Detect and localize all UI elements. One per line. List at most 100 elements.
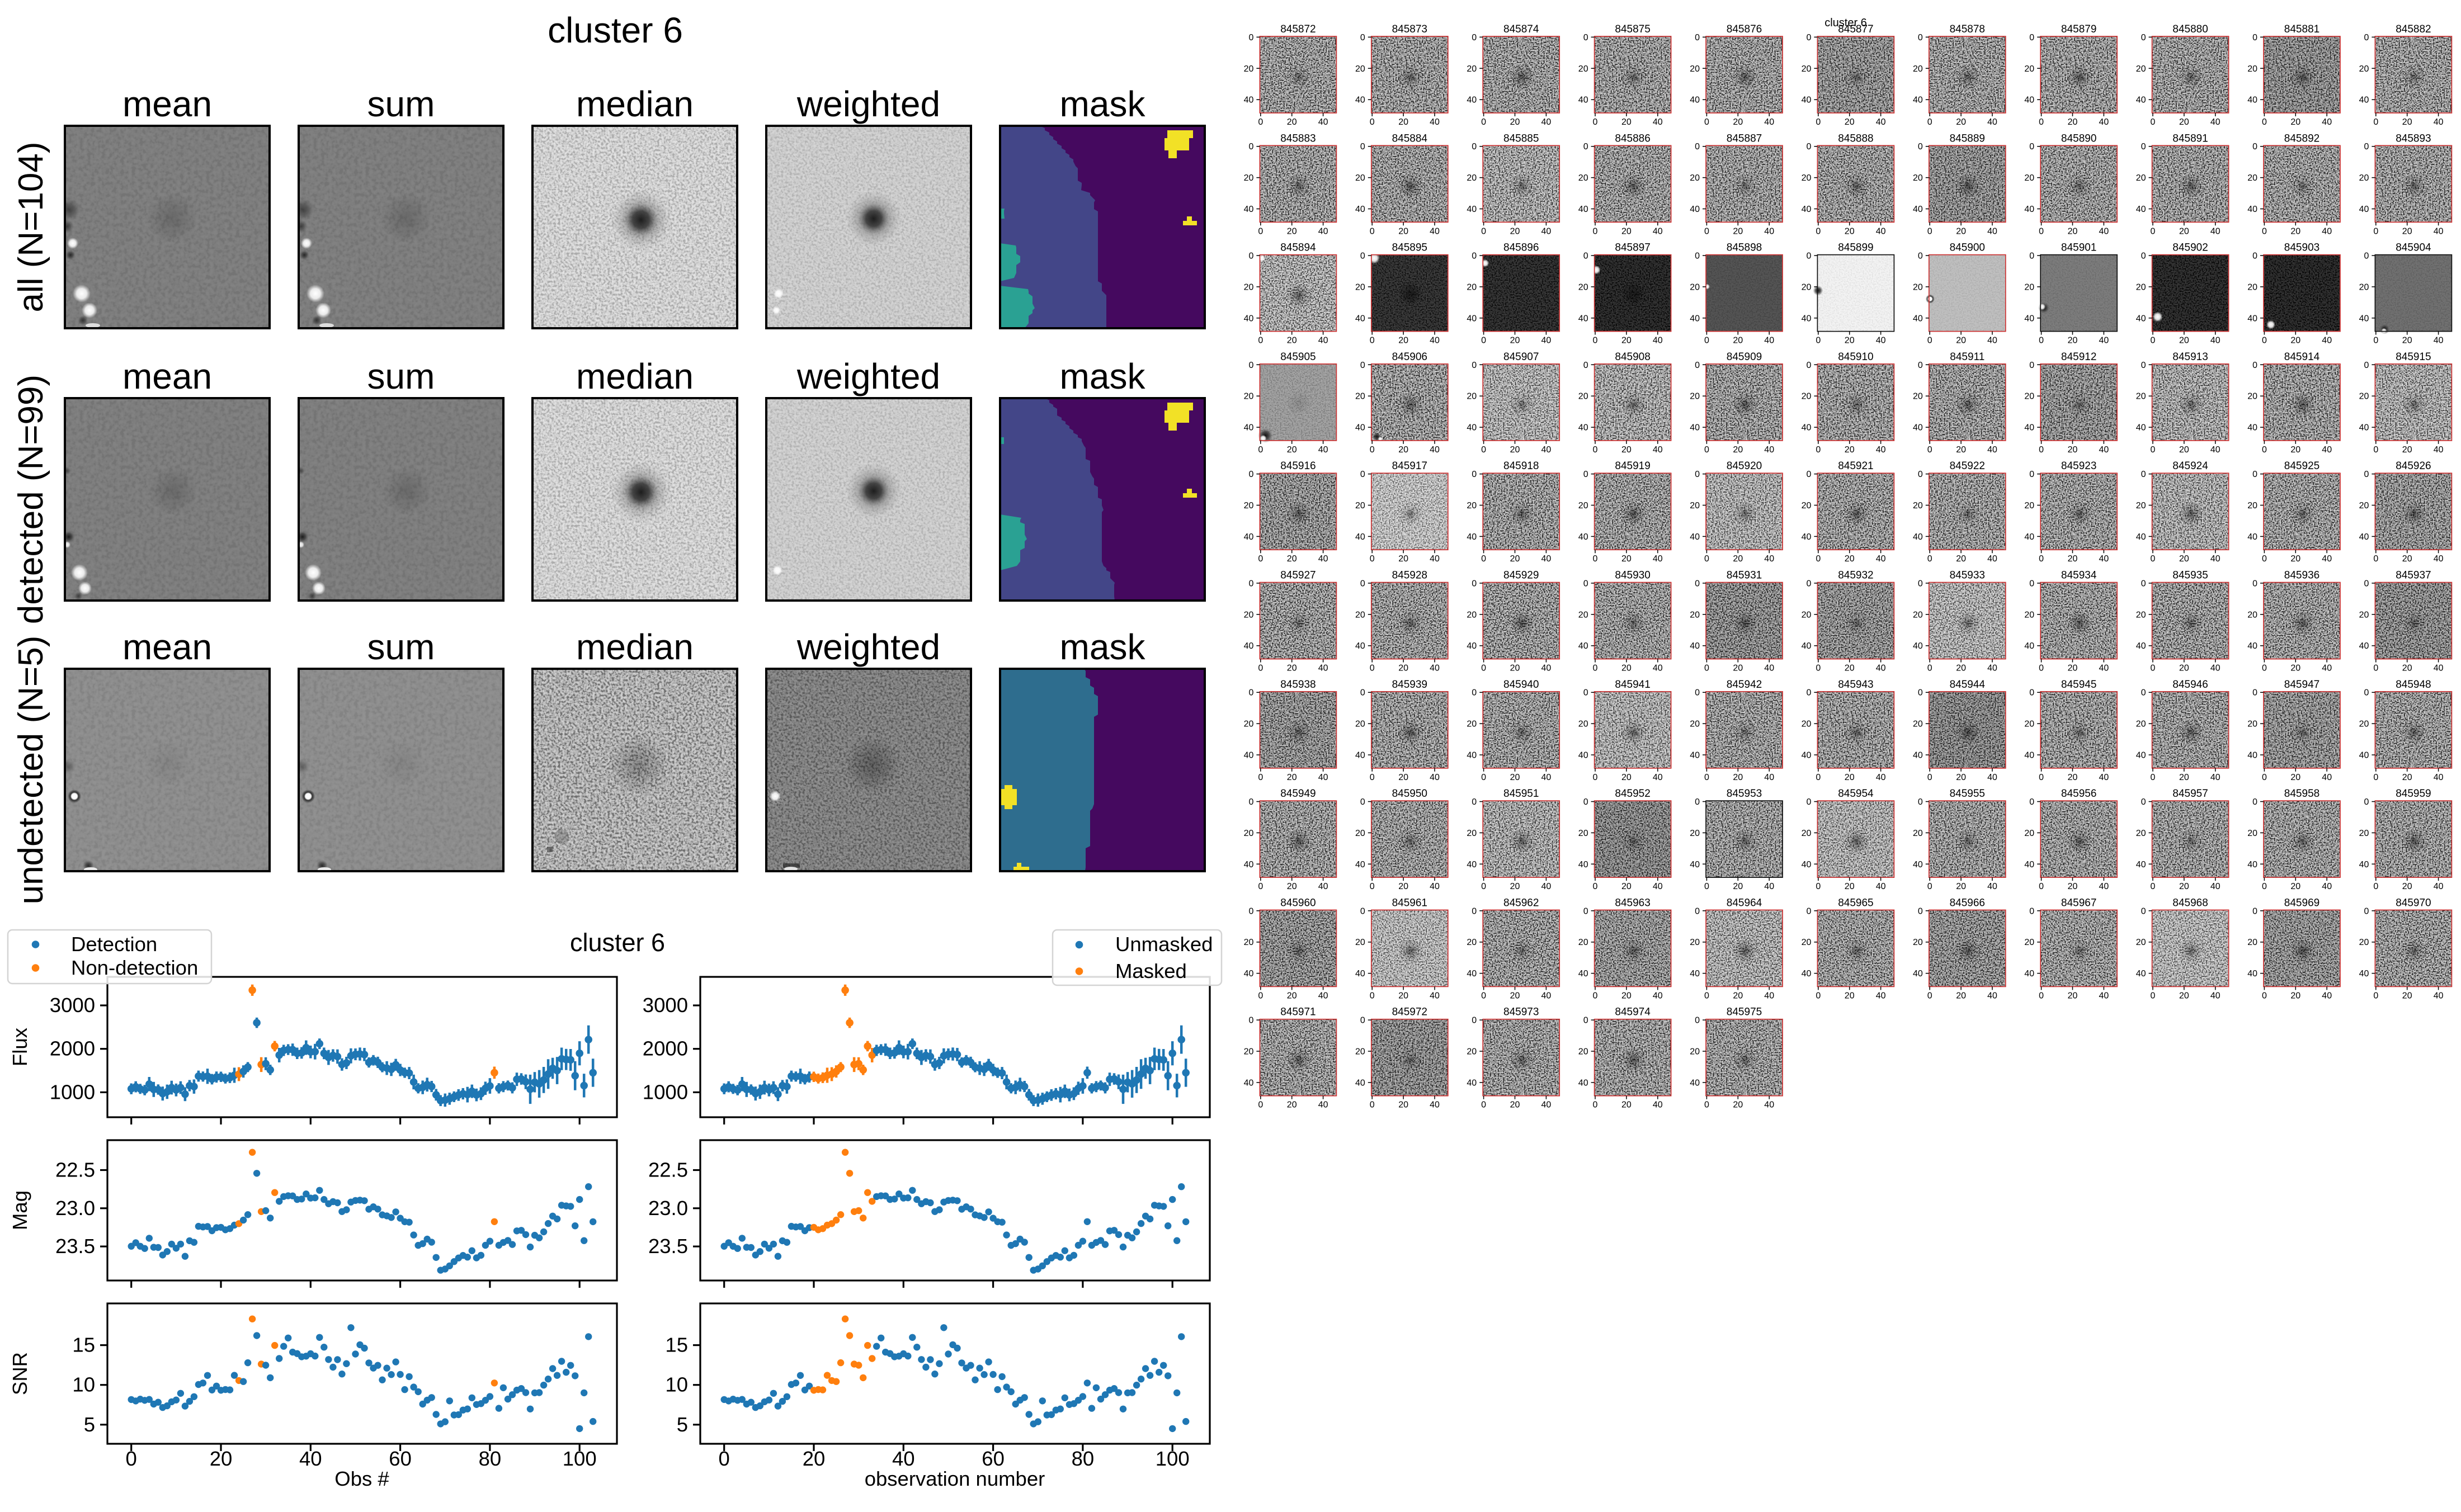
svg-text:2000: 2000 xyxy=(50,1037,95,1060)
svg-text:Obs #: Obs # xyxy=(334,1467,389,1490)
svg-text:845892: 845892 xyxy=(2284,133,2319,144)
svg-text:845930: 845930 xyxy=(1615,570,1650,582)
svg-text:845960: 845960 xyxy=(1280,897,1316,909)
svg-text:845974: 845974 xyxy=(1615,1007,1651,1018)
svg-text:845938: 845938 xyxy=(1280,679,1316,691)
svg-text:median: median xyxy=(576,84,694,124)
svg-text:60: 60 xyxy=(389,1447,412,1470)
svg-text:Masked: Masked xyxy=(1115,960,1187,982)
svg-text:845933: 845933 xyxy=(1950,570,1985,582)
svg-text:845940: 845940 xyxy=(1503,679,1539,691)
svg-text:845944: 845944 xyxy=(1950,679,1986,691)
svg-text:845908: 845908 xyxy=(1615,351,1650,363)
svg-text:cluster 6: cluster 6 xyxy=(1824,17,1867,29)
svg-text:845947: 845947 xyxy=(2284,679,2319,691)
svg-text:845937: 845937 xyxy=(2396,570,2431,582)
svg-text:845902: 845902 xyxy=(2172,242,2208,254)
svg-text:845922: 845922 xyxy=(1950,460,1985,472)
svg-text:845955: 845955 xyxy=(1950,788,1985,800)
svg-text:845941: 845941 xyxy=(1615,679,1650,691)
svg-text:845881: 845881 xyxy=(2284,23,2319,35)
svg-text:845877: 845877 xyxy=(1838,23,1873,35)
svg-text:845910: 845910 xyxy=(1838,351,1873,363)
svg-text:detected (N=99): detected (N=99) xyxy=(12,375,50,624)
svg-text:845935: 845935 xyxy=(2172,570,2208,582)
svg-text:845959: 845959 xyxy=(2396,788,2431,800)
svg-text:845880: 845880 xyxy=(2172,23,2208,35)
svg-text:845966: 845966 xyxy=(1950,897,1985,909)
svg-text:845954: 845954 xyxy=(1838,788,1874,800)
svg-text:845886: 845886 xyxy=(1615,133,1650,144)
svg-text:845952: 845952 xyxy=(1615,788,1650,800)
svg-text:845893: 845893 xyxy=(2396,133,2431,144)
svg-text:cluster 6: cluster 6 xyxy=(548,10,683,50)
svg-text:845874: 845874 xyxy=(1503,23,1539,35)
svg-text:845953: 845953 xyxy=(1727,788,1762,800)
svg-text:845905: 845905 xyxy=(1280,351,1316,363)
svg-text:22.5: 22.5 xyxy=(648,1159,688,1182)
svg-text:845876: 845876 xyxy=(1727,23,1762,35)
svg-text:845964: 845964 xyxy=(1727,897,1762,909)
svg-text:1000: 1000 xyxy=(643,1080,688,1103)
svg-text:845971: 845971 xyxy=(1280,1007,1316,1018)
svg-text:845932: 845932 xyxy=(1838,570,1873,582)
svg-text:845895: 845895 xyxy=(1392,242,1427,254)
svg-text:845872: 845872 xyxy=(1280,23,1316,35)
svg-text:845917: 845917 xyxy=(1392,460,1427,472)
svg-text:845897: 845897 xyxy=(1615,242,1650,254)
svg-text:sum: sum xyxy=(367,84,435,124)
svg-text:sum: sum xyxy=(367,356,435,396)
svg-text:15: 15 xyxy=(665,1334,688,1357)
svg-text:sum: sum xyxy=(367,627,435,667)
svg-text:845901: 845901 xyxy=(2061,242,2096,254)
svg-text:845909: 845909 xyxy=(1727,351,1762,363)
svg-text:845942: 845942 xyxy=(1727,679,1762,691)
svg-text:5: 5 xyxy=(84,1413,95,1436)
svg-text:2000: 2000 xyxy=(643,1037,688,1060)
svg-text:845929: 845929 xyxy=(1503,570,1539,582)
svg-text:845958: 845958 xyxy=(2284,788,2319,800)
svg-text:845967: 845967 xyxy=(2061,897,2096,909)
svg-text:845946: 845946 xyxy=(2172,679,2208,691)
svg-text:845903: 845903 xyxy=(2284,242,2319,254)
svg-text:845913: 845913 xyxy=(2172,351,2208,363)
svg-text:845916: 845916 xyxy=(1280,460,1316,472)
svg-text:0: 0 xyxy=(126,1447,137,1470)
svg-text:median: median xyxy=(576,627,694,667)
svg-text:3000: 3000 xyxy=(643,994,688,1017)
svg-text:845926: 845926 xyxy=(2396,460,2431,472)
svg-text:845925: 845925 xyxy=(2284,460,2319,472)
svg-text:Non-detection: Non-detection xyxy=(71,956,198,979)
svg-text:845927: 845927 xyxy=(1280,570,1316,582)
svg-text:Mag: Mag xyxy=(8,1190,31,1230)
svg-text:Unmasked: Unmasked xyxy=(1115,933,1213,956)
svg-text:845882: 845882 xyxy=(2396,23,2431,35)
svg-text:Detection: Detection xyxy=(71,933,157,956)
svg-text:Flux: Flux xyxy=(8,1028,31,1066)
svg-text:845934: 845934 xyxy=(2061,570,2097,582)
svg-text:845885: 845885 xyxy=(1503,133,1539,144)
svg-text:845894: 845894 xyxy=(1280,242,1316,254)
svg-text:845899: 845899 xyxy=(1838,242,1873,254)
svg-text:845921: 845921 xyxy=(1838,460,1873,472)
svg-text:845896: 845896 xyxy=(1503,242,1539,254)
svg-text:weighted: weighted xyxy=(796,356,940,396)
svg-text:845962: 845962 xyxy=(1503,897,1539,909)
svg-text:845956: 845956 xyxy=(2061,788,2096,800)
svg-text:845963: 845963 xyxy=(1615,897,1650,909)
svg-text:845965: 845965 xyxy=(1838,897,1873,909)
svg-text:845914: 845914 xyxy=(2284,351,2320,363)
svg-text:mask: mask xyxy=(1060,84,1146,124)
svg-text:100: 100 xyxy=(563,1447,597,1470)
svg-text:845891: 845891 xyxy=(2172,133,2208,144)
svg-text:median: median xyxy=(576,356,694,396)
svg-text:845884: 845884 xyxy=(1392,133,1428,144)
svg-text:60: 60 xyxy=(982,1447,1005,1470)
svg-text:22.5: 22.5 xyxy=(55,1159,95,1182)
svg-text:weighted: weighted xyxy=(796,84,940,124)
svg-text:10: 10 xyxy=(72,1373,95,1396)
svg-text:845973: 845973 xyxy=(1503,1007,1539,1018)
svg-text:0: 0 xyxy=(719,1447,730,1470)
svg-text:845936: 845936 xyxy=(2284,570,2319,582)
svg-text:mask: mask xyxy=(1060,356,1146,396)
